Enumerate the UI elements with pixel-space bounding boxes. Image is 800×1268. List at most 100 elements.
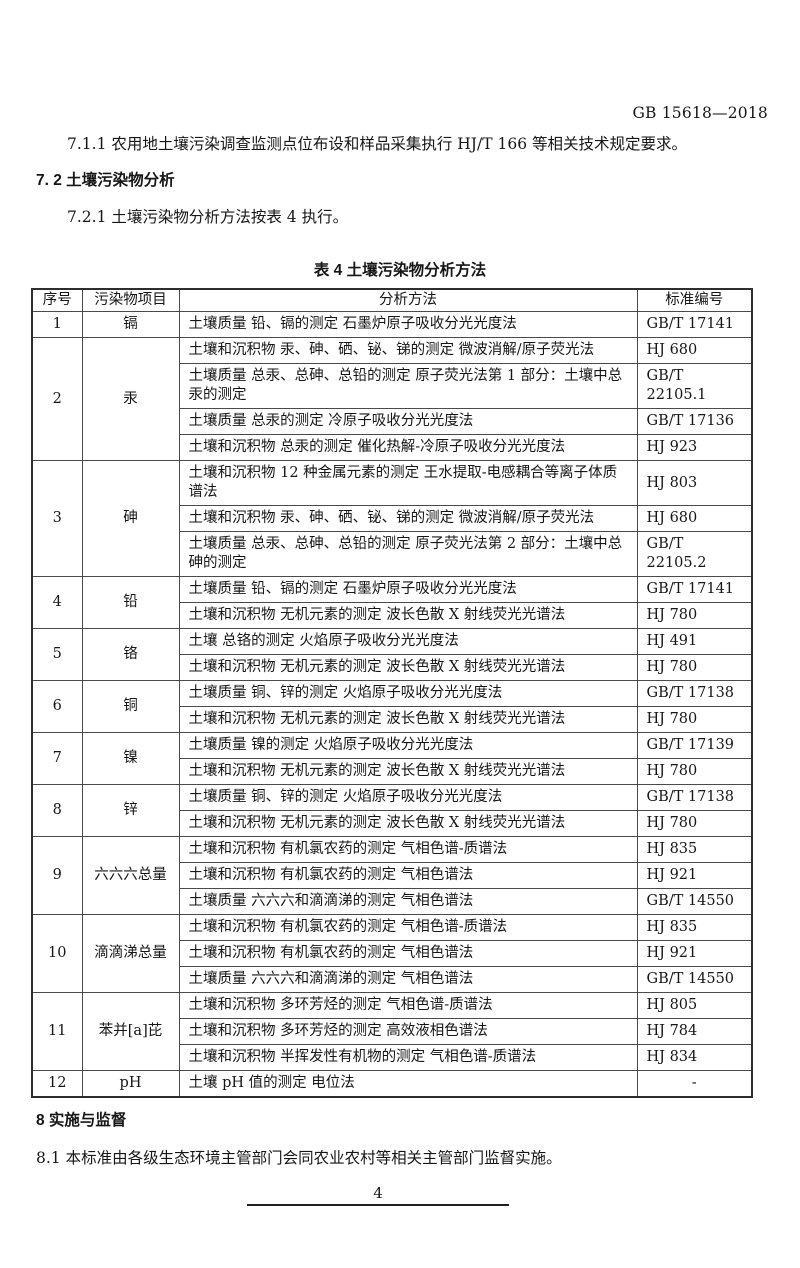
table-4-title: 表 4 土壤污染物分析方法 [313, 262, 487, 279]
heading-8: 8 实施与监督 [36, 1112, 127, 1129]
cell-standard-code: HJ 780 [636, 810, 753, 837]
cell-pollutant-name: 砷 [81, 460, 180, 577]
cell-standard-code: GB/T 22105.2 [636, 531, 753, 577]
footer-rule [247, 1204, 509, 1206]
cell-pollutant-name: 铬 [81, 628, 180, 681]
table-row: 5 铬土壤 总铬的测定 火焰原子吸收分光光度法 HJ 491 [31, 628, 753, 681]
cell-standard-code: GB/T 17138 [636, 680, 753, 707]
table-row: 土壤和沉积物 无机元素的测定 波长色散 X 射线荧光光谱法 HJ 780 [32, 706, 753, 733]
cell-pollutant-name: 滴滴涕总量 [81, 914, 180, 993]
cell-analysis-method: 土壤和沉积物 无机元素的测定 波长色散 X 射线荧光光谱法 [178, 810, 638, 837]
cell-standard-code: GB/T 17141 [636, 576, 753, 603]
cell-analysis-method: 土壤质量 六六六和滴滴涕的测定 气相色谱法 [178, 888, 638, 915]
cell-pollutant-name: 铜 [81, 680, 180, 733]
cell-standard-code: GB/T 17139 [636, 732, 753, 759]
cell-standard-code: HJ 803 [636, 460, 753, 506]
cell-analysis-method: 土壤和沉积物 有机氯农药的测定 气相色谱法 [178, 940, 638, 967]
table-header-row: 序号 污染物项目 分析方法 标准编号 [31, 288, 753, 312]
cell-pollutant-name: 锌 [81, 784, 180, 837]
cell-analysis-method: 土壤和沉积物 多环芳烃的测定 高效液相色谱法 [178, 1018, 638, 1045]
table-row: 9 六六六总量 土壤和沉积物 有机氯农药的测定 气相色谱-质谱法 HJ 835 [31, 836, 753, 915]
cell-standard-code: GB/T 17141 [636, 311, 753, 338]
cell-pollutant-name: 苯并[a]芘 [81, 992, 180, 1071]
cell-analysis-method: 土壤和沉积物 总汞的测定 催化热解-冷原子吸收分光光度法 [178, 434, 638, 461]
table-row: 11 苯并[a]芘 土壤和沉积物 多环芳烃的测定 气相色谱-质谱法 HJ 805 [31, 992, 753, 1071]
cell-standard-code: HJ 834 [636, 1044, 753, 1071]
cell-serial-number: 11 [31, 992, 83, 1071]
cell-analysis-method: 土壤和沉积物 汞、砷、硒、铋、锑的测定 微波消解/原子荧光法 [178, 505, 638, 532]
cell-serial-number: 7 [31, 732, 83, 785]
cell-standard-code: GB/T 17136 [636, 408, 753, 435]
table-row: 土壤质量 六六六和滴滴涕的测定 气相色谱法 GB/T 14550 [32, 888, 753, 915]
table-row: 7 镍土壤质量 镍的测定 火焰原子吸收分光光度法 GB/T 17139 [31, 732, 753, 785]
cell-analysis-method: 土壤质量 六六六和滴滴涕的测定 气相色谱法 [178, 966, 638, 993]
cell-analysis-method: 土壤和沉积物 汞、砷、硒、铋、锑的测定 微波消解/原子荧光法 [178, 337, 638, 364]
cell-pollutant-name: pH [81, 1070, 180, 1098]
cell-pollutant-name: 汞 [81, 337, 180, 461]
cell-standard-code: HJ 805 [636, 992, 753, 1019]
cell-standard-code: HJ 780 [636, 602, 753, 629]
cell-standard-code: HJ 780 [636, 654, 753, 681]
table-row: 土壤质量 总汞、总砷、总铅的测定 原子荧光法第 2 部分：土壤中总砷的测定 GB/… [32, 531, 753, 577]
col-header-serial: 序号 [31, 288, 83, 312]
col-header-pollutant: 污染物项目 [81, 288, 180, 312]
cell-serial-number: 6 [31, 680, 83, 733]
cell-standard-code: HJ 921 [636, 940, 753, 967]
heading-7-2: 7. 2 土壤污染物分析 [36, 172, 175, 189]
table-row: 土壤质量 六六六和滴滴涕的测定 气相色谱法 GB/T 14550 [32, 966, 753, 993]
cell-standard-code: HJ 680 [636, 505, 753, 532]
cell-analysis-method: 土壤质量 铜、锌的测定 火焰原子吸收分光光度法 [178, 680, 638, 707]
para-7-2-1: 7.2.1 土壤污染物分析方法按表 4 执行。 [67, 208, 349, 226]
cell-analysis-method: 土壤质量 铅、镉的测定 石墨炉原子吸收分光光度法 [178, 576, 638, 603]
table-row: 土壤和沉积物 有机氯农药的测定 气相色谱法 HJ 921 [32, 940, 753, 967]
cell-analysis-method: 土壤质量 铜、锌的测定 火焰原子吸收分光光度法 [178, 784, 638, 811]
para-8-1: 8.1 本标准由各级生态环境主管部门会同农业农村等相关主管部门监督实施。 [36, 1149, 562, 1167]
cell-serial-number: 8 [31, 784, 83, 837]
cell-analysis-method: 土壤和沉积物 12 种金属元素的测定 王水提取-电感耦合等离子体质谱法 [178, 460, 638, 506]
cell-serial-number: 2 [31, 337, 83, 461]
cell-serial-number: 10 [31, 914, 83, 993]
cell-standard-code: HJ 680 [636, 337, 753, 364]
table-row: 10 滴滴涕总量 土壤和沉积物 有机氯农药的测定 气相色谱-质谱法 HJ 835 [31, 914, 753, 993]
cell-standard-code: GB/T 17138 [636, 784, 753, 811]
table-row: 土壤和沉积物 无机元素的测定 波长色散 X 射线荧光光谱法 HJ 780 [32, 758, 753, 785]
cell-standard-code: HJ 780 [636, 706, 753, 733]
table-row: 土壤和沉积物 无机元素的测定 波长色散 X 射线荧光光谱法 HJ 780 [32, 654, 753, 681]
table-body: 1 镉土壤质量 铅、镉的测定 石墨炉原子吸收分光光度法 GB/T 17141 2 汞土壤… [31, 311, 753, 1098]
cell-standard-code: HJ 923 [636, 434, 753, 461]
cell-analysis-method: 土壤和沉积物 无机元素的测定 波长色散 X 射线荧光光谱法 [178, 654, 638, 681]
cell-serial-number: 1 [31, 311, 83, 338]
cell-analysis-method: 土壤和沉积物 无机元素的测定 波长色散 X 射线荧光光谱法 [178, 758, 638, 785]
cell-standard-code: GB/T 14550 [636, 966, 753, 993]
cell-analysis-method: 土壤 pH 值的测定 电位法 [178, 1070, 638, 1098]
cell-analysis-method: 土壤质量 总汞、总砷、总铅的测定 原子荧光法第 1 部分：土壤中总汞的测定 [178, 363, 638, 409]
table-row: 土壤质量 总汞、总砷、总铅的测定 原子荧光法第 1 部分：土壤中总汞的测定 GB/… [32, 363, 753, 409]
cell-analysis-method: 土壤 总铬的测定 火焰原子吸收分光光度法 [178, 628, 638, 655]
table-row: 12 pH 土壤 pH 值的测定 电位法 - [31, 1070, 753, 1098]
cell-analysis-method: 土壤和沉积物 有机氯农药的测定 气相色谱法 [178, 862, 638, 889]
table-row: 土壤和沉积物 总汞的测定 催化热解-冷原子吸收分光光度法 HJ 923 [32, 434, 753, 461]
table-row: 土壤和沉积物 半挥发性有机物的测定 气相色谱-质谱法 HJ 834 [32, 1044, 753, 1071]
cell-standard-code: HJ 835 [636, 914, 753, 941]
cell-analysis-method: 土壤质量 总汞、总砷、总铅的测定 原子荧光法第 2 部分：土壤中总砷的测定 [178, 531, 638, 577]
cell-serial-number: 5 [31, 628, 83, 681]
table-row: 土壤和沉积物 无机元素的测定 波长色散 X 射线荧光光谱法 HJ 780 [32, 810, 753, 837]
cell-standard-code: GB/T 22105.1 [636, 363, 753, 409]
cell-standard-code: - [636, 1070, 753, 1098]
cell-analysis-method: 土壤和沉积物 无机元素的测定 波长色散 X 射线荧光光谱法 [178, 706, 638, 733]
standard-code: GB 15618—2018 [632, 104, 768, 122]
cell-pollutant-name: 铅 [81, 576, 180, 629]
cell-pollutant-name: 六六六总量 [81, 836, 180, 915]
table-row: 土壤和沉积物 汞、砷、硒、铋、锑的测定 微波消解/原子荧光法 HJ 680 [32, 505, 753, 532]
table-row: 1 镉土壤质量 铅、镉的测定 石墨炉原子吸收分光光度法 GB/T 17141 [31, 311, 753, 338]
pollutant-analysis-table: 序号 污染物项目 分析方法 标准编号 1 镉土壤质量 铅、镉的测定 石墨炉原子吸收… [31, 288, 753, 1098]
table-row: 4 铅土壤质量 铅、镉的测定 石墨炉原子吸收分光光度法 GB/T 17141 [31, 576, 753, 629]
page-number: 4 [373, 1184, 383, 1202]
col-header-code: 标准编号 [636, 288, 753, 312]
cell-serial-number: 4 [31, 576, 83, 629]
table-row: 土壤和沉积物 无机元素的测定 波长色散 X 射线荧光光谱法 HJ 780 [32, 602, 753, 629]
cell-analysis-method: 土壤和沉积物 有机氯农药的测定 气相色谱-质谱法 [178, 836, 638, 863]
cell-analysis-method: 土壤质量 总汞的测定 冷原子吸收分光光度法 [178, 408, 638, 435]
cell-serial-number: 3 [31, 460, 83, 577]
cell-serial-number: 9 [31, 836, 83, 915]
